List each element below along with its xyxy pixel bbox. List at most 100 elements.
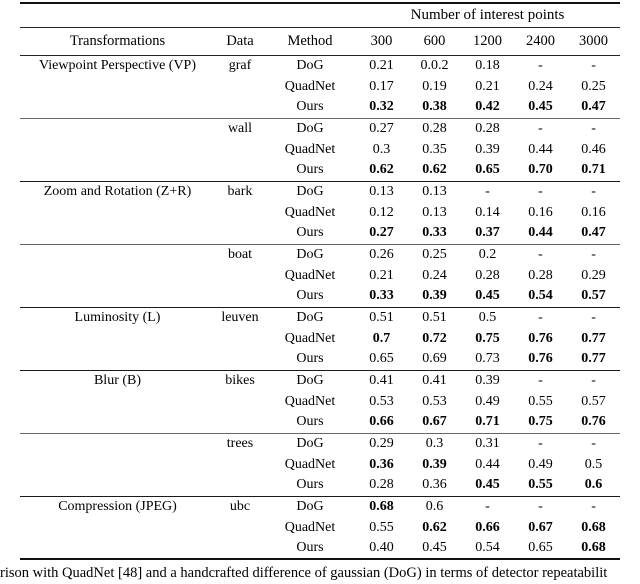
table-row: Blur (B) bikes DoG 0.41 0.41 0.39- - [20,369,621,391]
method-cell: DoG [265,243,355,265]
data-cell [215,454,265,475]
value-cell: 0.7 [372,330,391,346]
table-row: wall DoG 0.27 0.28 0.28- - [20,117,621,139]
table-head: Number of interest points Transformation… [20,3,621,56]
value-cell: - [514,495,567,517]
value-cell: 0.49 [475,393,500,409]
method-cell: QuadNet [284,519,336,535]
value-cell: 0.75 [475,330,500,346]
column-header: 600 [408,27,461,56]
value-cell: 0.36 [369,456,394,472]
transformation-cell [20,412,215,433]
table-row: QuadNet 0.55 0.62 0.66 0.67 0.68 [20,517,620,538]
value-cell: 0.75 [528,414,553,430]
data-cell [215,286,265,307]
transformation-cell: Luminosity (L) [20,306,215,328]
value-cell: 0.76 [528,351,553,367]
value-cell: 0.37 [475,225,500,241]
column-header: Data [215,27,265,56]
data-cell [215,328,265,349]
value-cell: 0.76 [528,330,553,346]
value-cell: 0.24 [528,78,553,94]
data-cell [215,475,265,496]
value-cell: 0.19 [422,78,447,94]
value-cell: 0.40 [369,540,394,555]
value-cell: 0.45 [528,99,553,115]
method-cell: DoG [265,306,355,328]
value-cell: 0.76 [581,414,606,430]
column-header: 1200 [461,27,514,56]
transformation-cell: Blur (B) [20,369,215,391]
method-cell: QuadNet [284,204,336,220]
value-cell: 0.35 [422,141,447,157]
data-cell [215,349,265,370]
value-cell: 0.68 [581,540,606,555]
method-cell: Ours [296,99,324,115]
value-cell: 0.41 [355,369,408,391]
value-cell: 0.44 [528,141,553,157]
table-row: QuadNet 0.12 0.13 0.14 0.16 0.16 [20,202,620,223]
value-cell: 0.69 [422,351,447,367]
value-cell: 0.62 [422,519,447,535]
value-cell: 0.51 [408,306,461,328]
data-cell: ubc [215,495,265,517]
value-cell: 0.62 [422,162,447,178]
value-cell: 0.54 [528,288,553,304]
value-cell: - [514,432,567,454]
value-cell: 0.47 [581,225,606,241]
value-cell: - [567,495,621,517]
table-row: Ours 0.62 0.62 0.65 0.70 0.71 [20,160,620,181]
table-row: Ours 0.27 0.33 0.37 0.44 0.47 [20,223,620,244]
value-cell: - [567,369,621,391]
value-cell: 0.3 [408,432,461,454]
value-cell: 0.65 [475,162,500,178]
value-cell: 0.41 [408,369,461,391]
value-cell: 0.54 [475,540,500,555]
transformation-cell [20,265,215,286]
method-cell: QuadNet [284,456,336,472]
value-cell: 0.3 [372,141,391,157]
table-row: Ours 0.66 0.67 0.71 0.75 0.76 [20,412,620,433]
method-cell: Ours [296,540,324,555]
value-cell: 0.65 [369,351,394,367]
method-cell: Ours [296,225,324,241]
transformation-cell [20,76,215,97]
data-cell: trees [215,432,265,454]
value-cell: 0.6 [408,495,461,517]
transformation-cell [20,517,215,538]
value-cell: 0.18 [475,57,500,73]
value-cell: 0.45 [475,288,500,304]
value-cell: 0.33 [422,225,447,241]
value-cell: 0.67 [528,519,553,535]
method-cell: DoG [265,117,355,139]
table-row: QuadNet 0.53 0.53 0.49 0.55 0.57 [20,391,620,412]
value-cell: 0.31 [461,432,514,454]
value-cell: 0.65 [528,540,553,555]
value-cell: 0.71 [581,162,606,178]
table-caption: rison with QuadNet [48] and a handcrafte… [0,565,608,581]
table-row: Compression (JPEG) ubc DoG 0.68 0.6- - - [20,495,621,517]
method-cell: DoG [265,180,355,202]
column-header-row: Transformations Data Method 300 600 1200 2400 3… [20,27,621,56]
table-row: Ours 0.32 0.38 0.42 0.45 0.47 [20,97,620,118]
method-cell: DoG [265,369,355,391]
value-cell: 0.5 [584,456,603,472]
table-row: boat DoG 0.26 0.25 0.2- - [20,243,621,265]
value-cell: 0.28 [369,477,394,493]
value-cell: - [567,432,621,454]
transformation-cell [20,328,215,349]
transformation-cell [20,139,215,160]
value-cell: 0.13 [408,180,461,202]
data-cell: leuven [215,306,265,328]
method-cell: Ours [296,162,324,178]
column-header: Transformations [20,27,215,56]
table-row: Ours 0.28 0.36 0.45 0.55 0.6 [20,475,620,496]
method-cell: Ours [296,351,324,367]
transformation-cell: Compression (JPEG) [20,495,215,517]
table-body: Viewpoint Perspective (VP) graf DoG 0.21 0.0… [20,55,621,559]
table-row: QuadNet 0.17 0.19 0.21 0.24 0.25 [20,76,620,97]
data-cell: boat [215,243,265,265]
value-cell: 0.27 [355,117,408,139]
method-cell: QuadNet [284,267,336,283]
